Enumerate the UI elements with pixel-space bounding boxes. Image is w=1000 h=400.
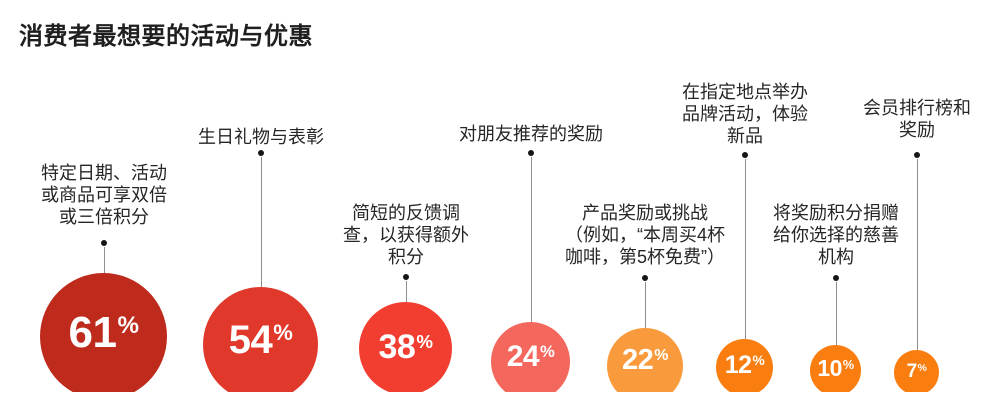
leader-dot (914, 152, 920, 158)
percent-sign: % (540, 342, 555, 361)
value-text: 10% (817, 355, 854, 381)
leader-line (261, 157, 262, 287)
leader-dot (833, 275, 839, 281)
percent-sign: % (654, 346, 668, 364)
circle-shape (810, 345, 861, 392)
value-text: 38% (379, 330, 433, 364)
leader-line (645, 282, 646, 328)
leader-dot (101, 240, 107, 246)
leader-line (745, 159, 746, 339)
item-label: 简短的反馈调 查，以获得额外 积分 (343, 203, 469, 267)
value-text: 12% (725, 353, 765, 378)
value-number: 24 (506, 340, 540, 373)
value-text: 54% (229, 320, 293, 360)
value-number: 61 (68, 307, 117, 357)
leader-dot (742, 152, 748, 158)
value-circle: 54% (203, 287, 318, 392)
leader-dot (258, 150, 264, 156)
value-number: 22 (622, 343, 654, 376)
leader-line (836, 282, 837, 345)
percent-sign: % (416, 330, 433, 352)
circle-shape (491, 322, 570, 392)
value-number: 38 (378, 328, 416, 366)
value-text: 7% (907, 362, 927, 381)
value-number: 12 (724, 351, 752, 379)
leader-dot (528, 150, 534, 156)
value-circle: 24% (491, 322, 570, 392)
leader-line (406, 281, 407, 302)
circle-shape (359, 302, 452, 392)
percent-sign: % (752, 353, 765, 369)
circle-shape (607, 328, 683, 392)
percent-sign: % (273, 320, 293, 346)
percent-sign: % (842, 358, 854, 373)
value-circle: 12% (716, 339, 773, 392)
value-number: 10 (817, 355, 842, 381)
leader-dot (642, 275, 648, 281)
circle-shape (203, 287, 318, 392)
leader-line (531, 157, 532, 322)
value-circle: 38% (359, 302, 452, 392)
item-label: 在指定地点举办 品牌活动，体验 新品 (682, 82, 808, 146)
item-label: 会员排行榜和 奖励 (863, 98, 971, 140)
item-label: 产品奖励或挑战 （例如，“本周买4杯 咖啡，第5杯免费”） (564, 203, 725, 267)
value-circle: 7% (894, 350, 939, 392)
item-label: 生日礼物与表彰 (198, 127, 324, 147)
circle-shape (894, 350, 939, 392)
value-circle: 22% (607, 328, 683, 392)
value-text: 24% (507, 342, 555, 372)
leader-line (917, 159, 918, 350)
leader-line (104, 247, 105, 273)
value-circle: 61% (40, 273, 167, 392)
percent-sign: % (917, 362, 927, 374)
value-number: 54 (228, 317, 273, 362)
value-text: 22% (622, 343, 668, 376)
circle-shape (40, 273, 167, 392)
item-label: 特定日期、活动 或商品可享双倍 或三倍积分 (41, 163, 167, 227)
value-number: 7 (906, 360, 918, 382)
item-label: 将奖励积分捐赠 给你选择的慈善 机构 (773, 203, 899, 267)
value-text: 61% (68, 307, 139, 357)
percent-sign: % (117, 312, 139, 340)
item-label: 对朋友推荐的奖励 (459, 124, 603, 144)
value-circle: 10% (810, 345, 861, 392)
chart-title: 消费者最想要的活动与优惠 (19, 23, 313, 50)
leader-dot (403, 274, 409, 280)
circle-shape (716, 339, 773, 392)
